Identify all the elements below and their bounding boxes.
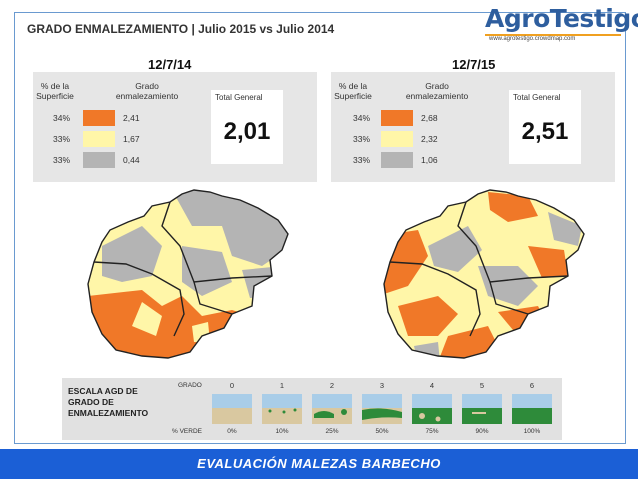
footer-banner: EVALUACIÓN MALEZAS BARBECHO — [0, 449, 638, 479]
left-legend-panel: % de la Superficie Grado enmalezamiento … — [33, 72, 317, 182]
right-total-label: Total General — [513, 93, 561, 102]
right-total-box: Total General 2,51 — [509, 90, 581, 164]
right-value-2: 2,32 — [421, 134, 438, 144]
scale-pct-1: 10% — [275, 428, 289, 435]
scale-verde-label: % VERDE — [172, 428, 202, 435]
left-total-box: Total General 2,01 — [211, 90, 283, 164]
scale-image-1 — [262, 394, 302, 424]
scale-image-4 — [412, 394, 452, 424]
right-swatch-low — [381, 152, 413, 168]
footer-title: EVALUACIÓN MALEZAS BARBECHO — [197, 456, 441, 471]
content-frame — [14, 12, 626, 444]
scale-title-line-2: GRADO DE — [68, 397, 114, 407]
logo-name: AgroTestigo — [485, 4, 638, 33]
scale-grade-6: 6 — [529, 381, 535, 390]
scale-image-3 — [362, 394, 402, 424]
scale-image-0 — [212, 394, 252, 424]
left-swatch-mid — [83, 131, 115, 147]
scale-grade-2: 2 — [329, 381, 335, 390]
left-date: 12/7/14 — [148, 57, 192, 72]
logo-underline — [485, 34, 621, 36]
scale-pct-6: 100% — [523, 428, 541, 435]
right-date: 12/7/15 — [452, 57, 496, 72]
scale-pct-5: 90% — [475, 428, 489, 435]
scale-image-5 — [462, 394, 502, 424]
right-value-1: 2,68 — [421, 113, 438, 123]
scale-grade-1: 1 — [279, 381, 285, 390]
scale-grade-0: 0 — [229, 381, 235, 390]
scale-title-line-3: ENMALEZAMIENTO — [68, 408, 149, 418]
scale-grade-5: 5 — [479, 381, 485, 390]
scale-pct-4: 75% — [425, 428, 439, 435]
right-pct-1: 34% — [353, 113, 371, 123]
left-pct-1: 34% — [53, 113, 71, 123]
left-pct-header: % de la Superficie — [36, 81, 74, 101]
scale-pct-3: 50% — [375, 428, 389, 435]
scale-pct-2: 25% — [325, 428, 339, 435]
right-pct-3: 33% — [353, 155, 371, 165]
left-swatch-low — [83, 152, 115, 168]
scale-title: ESCALA AGD DE GRADO DE ENMALEZAMIENTO — [68, 386, 148, 419]
right-value-3: 1,06 — [421, 155, 438, 165]
scale-image-6 — [512, 394, 552, 424]
left-value-2: 1,67 — [123, 134, 140, 144]
right-pct-header: % de la Superficie — [334, 81, 372, 101]
right-weed-map — [383, 189, 585, 359]
agrotestigo-logo: AgroTestigo www.agrotestigo.crowdmap.com — [485, 4, 638, 44]
left-total-label: Total General — [215, 93, 263, 102]
right-swatch-high — [381, 110, 413, 126]
left-total-value: 2,01 — [223, 118, 271, 145]
scale-grado-label: GRADO — [178, 382, 202, 389]
right-total-value: 2,51 — [521, 118, 569, 145]
right-legend-panel: % de la Superficie Grado enmalezamiento … — [331, 72, 615, 182]
right-grade-header: Grado enmalezamiento — [405, 81, 469, 101]
right-swatch-mid — [381, 131, 413, 147]
left-value-1: 2,41 — [123, 113, 140, 123]
page-title: GRADO ENMALEZAMIENTO | Julio 2015 vs Jul… — [27, 22, 335, 36]
grade-scale-panel: ESCALA AGD DE GRADO DE ENMALEZAMIENTO GR… — [62, 378, 562, 440]
left-pct-3: 33% — [53, 155, 71, 165]
scale-title-line-1: ESCALA AGD DE — [68, 386, 138, 396]
left-grade-header: Grado enmalezamiento — [115, 81, 179, 101]
left-weed-map — [87, 189, 289, 359]
scale-pct-0: 0% — [227, 428, 237, 435]
left-value-3: 0,44 — [123, 155, 140, 165]
left-pct-2: 33% — [53, 134, 71, 144]
scale-image-2 — [312, 394, 352, 424]
scale-grade-3: 3 — [379, 381, 385, 390]
scale-grade-4: 4 — [429, 381, 435, 390]
left-swatch-high — [83, 110, 115, 126]
right-pct-2: 33% — [353, 134, 371, 144]
logo-url: www.agrotestigo.crowdmap.com — [489, 36, 576, 42]
